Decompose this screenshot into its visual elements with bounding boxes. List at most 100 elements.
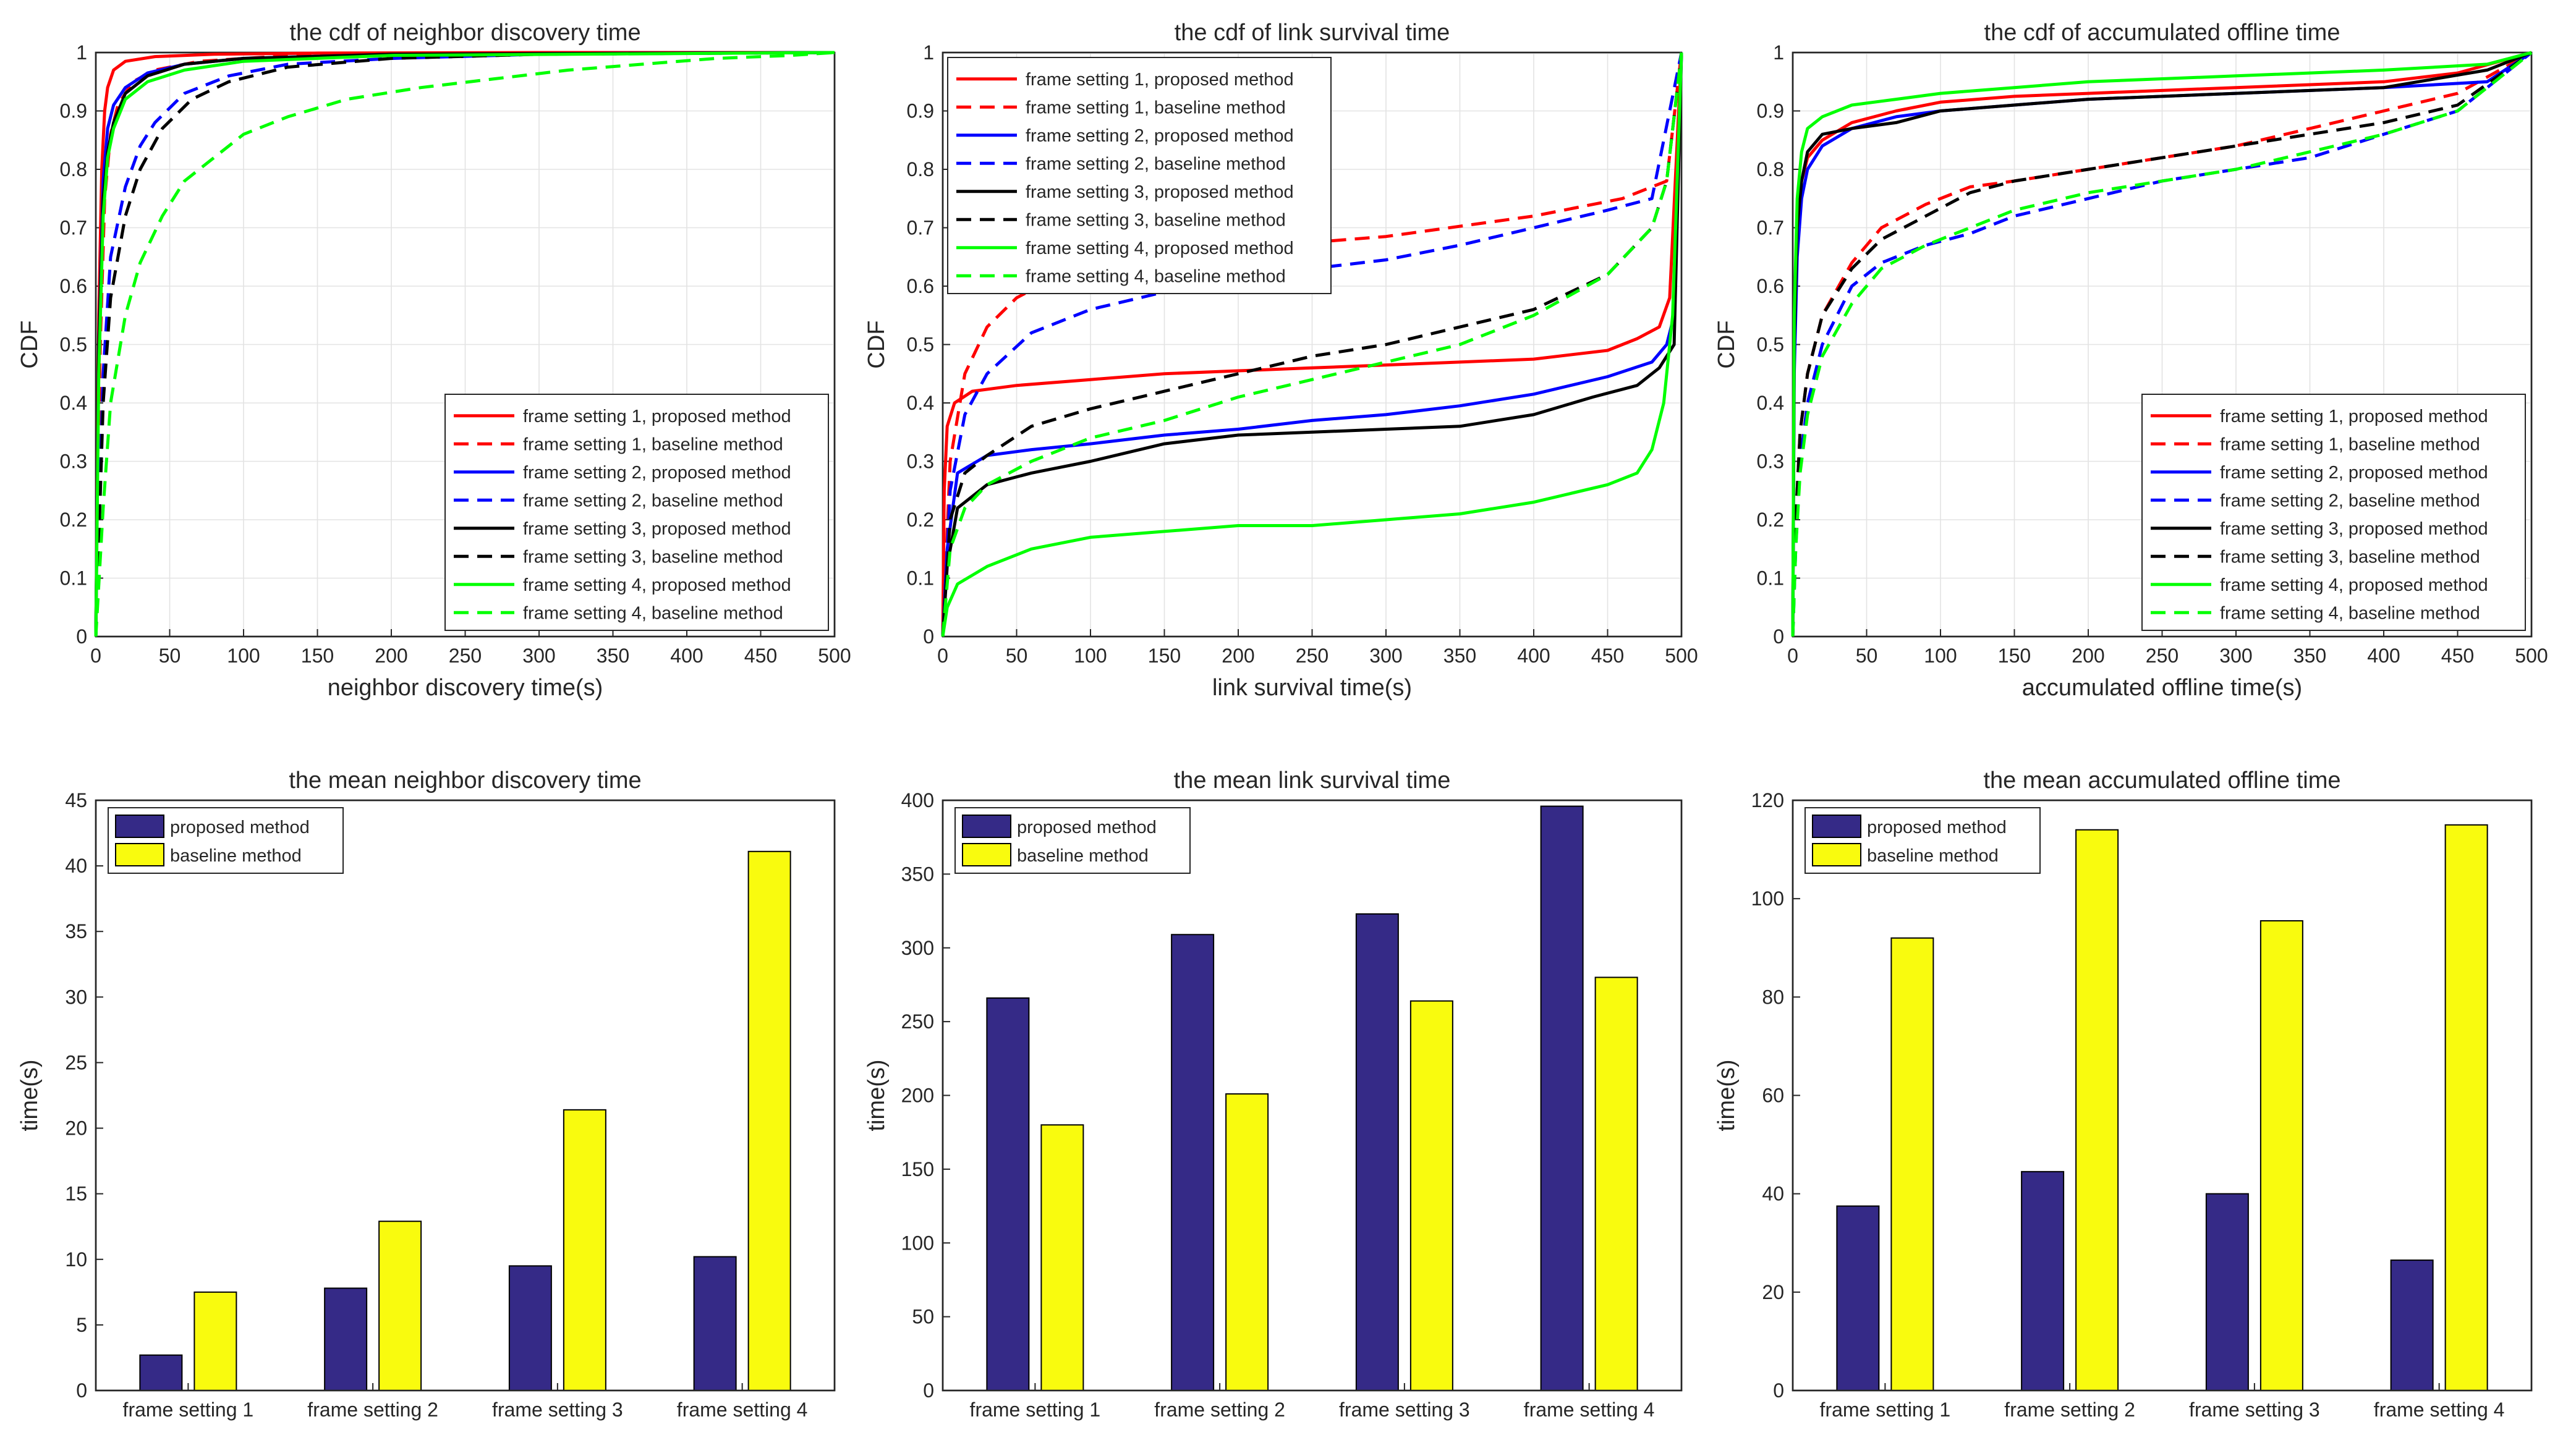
y-tick-label: 0.4 — [60, 392, 87, 414]
y-axis-label: CDF — [864, 320, 890, 368]
series-line-5 — [941, 52, 1683, 637]
x-tick-label: 250 — [2146, 645, 2179, 667]
x-tick-label: 100 — [227, 645, 260, 667]
y-tick-label: 0.1 — [907, 567, 934, 590]
x-tick-label: 400 — [2367, 645, 2400, 667]
series-line-5 — [1791, 51, 2532, 637]
bar-proposed-2 — [1171, 934, 1215, 1391]
y-tick-label: 300 — [901, 937, 934, 959]
x-tick-label: 50 — [159, 645, 181, 667]
series-line-6 — [1791, 51, 2533, 637]
y-tick-label: 1 — [1773, 41, 1784, 64]
y-tick-label: 0.5 — [1757, 334, 1784, 356]
x-tick-label: frame setting 2 — [307, 1399, 438, 1421]
x-tick-label: 100 — [1074, 645, 1107, 667]
y-tick-label: 40 — [1762, 1183, 1784, 1205]
bar-proposed-4 — [1540, 805, 1584, 1392]
y-tick-label: 0.3 — [60, 451, 87, 473]
legend-label: frame setting 1, proposed method — [1026, 70, 1294, 90]
x-tick-label: 50 — [1006, 645, 1028, 667]
series-line-8 — [941, 52, 1683, 637]
bar-baseline-2 — [378, 1221, 422, 1391]
chart-title: the mean accumulated offline time — [1983, 768, 2340, 794]
x-tick-label: 350 — [1443, 645, 1476, 667]
legend-label: frame setting 3, proposed method — [523, 519, 791, 539]
x-axis-label: link survival time(s) — [1212, 675, 1412, 701]
series-line-7 — [94, 51, 835, 637]
legend-box — [444, 394, 829, 631]
y-tick-label: 0.9 — [907, 100, 934, 122]
x-tick-label: 100 — [1924, 645, 1957, 667]
x-tick-label: 450 — [744, 645, 777, 667]
series-line-7 — [941, 52, 1683, 637]
legend-label: frame setting 4, baseline method — [1026, 266, 1286, 286]
x-tick-label: 350 — [2293, 645, 2326, 667]
legend-swatch — [115, 815, 164, 838]
x-tick-label: frame setting 2 — [2004, 1399, 2135, 1421]
bar-baseline-2 — [2075, 829, 2119, 1391]
x-tick-label: 150 — [301, 645, 334, 667]
x-tick-label: frame setting 4 — [2374, 1399, 2505, 1421]
legend-label: frame setting 2, baseline method — [523, 491, 783, 510]
legend-label: frame setting 4, proposed method — [2220, 575, 2488, 595]
bar-baseline-4 — [1594, 976, 1638, 1391]
chart-6: the mean accumulated offline time time(s)… — [1714, 768, 2533, 1421]
legend-swatch — [962, 815, 1011, 838]
y-tick-label: 0.7 — [907, 217, 934, 239]
y-tick-label: 200 — [901, 1085, 934, 1107]
y-tick-label: 0 — [923, 1379, 934, 1402]
y-tick-label: 0.5 — [907, 334, 934, 356]
y-tick-label: 0.4 — [907, 392, 934, 414]
chart-3: the cdf of accumulated offline time CDF 0 0… — [1714, 20, 2548, 701]
y-tick-label: 0.8 — [907, 158, 934, 180]
plot-border — [1792, 799, 2533, 1392]
chart-1: the cdf of neighbor discovery time CDF 0 0.… — [17, 20, 851, 701]
bar-proposed-1 — [139, 1354, 183, 1391]
series-line-1 — [941, 52, 1683, 637]
y-tick-label: 0.7 — [1757, 217, 1784, 239]
legend-label: frame setting 1, baseline method — [523, 434, 783, 454]
bar-proposed-2 — [2021, 1170, 2065, 1391]
y-tick-label: 100 — [1751, 887, 1784, 910]
y-tick-label: 0 — [923, 625, 934, 648]
legend-label: proposed method — [1867, 818, 2007, 837]
y-tick-label: 0.4 — [1757, 392, 1784, 414]
y-tick-label: 1 — [923, 41, 934, 64]
x-tick-label: frame setting 3 — [2189, 1399, 2320, 1421]
y-tick-label: 40 — [65, 855, 87, 877]
y-tick-label: 0.6 — [907, 275, 934, 297]
bar-proposed-1 — [1836, 1205, 1880, 1391]
bar-proposed-4 — [2390, 1259, 2434, 1391]
chart-title: the mean link survival time — [1174, 768, 1451, 794]
chart-title: the cdf of accumulated offline time — [1984, 20, 2340, 46]
y-tick-label: 0.6 — [1757, 275, 1784, 297]
x-tick-label: 500 — [2515, 645, 2548, 667]
legend-label: baseline method — [1867, 846, 1999, 866]
bar-baseline-1 — [1890, 937, 1934, 1392]
legend-swatch — [1812, 843, 1861, 866]
y-tick-label: 30 — [65, 986, 87, 1008]
legend-swatch — [962, 843, 1011, 866]
legend-label: frame setting 1, baseline method — [1026, 98, 1286, 117]
series-line-7 — [1791, 51, 2532, 637]
x-tick-label: 0 — [1787, 645, 1798, 667]
bar-baseline-2 — [1225, 1093, 1269, 1392]
legend-label: frame setting 2, proposed method — [1026, 126, 1294, 146]
bar-proposed-4 — [693, 1256, 737, 1391]
legend-label: frame setting 4, baseline method — [2220, 603, 2480, 623]
x-tick-label: 450 — [2441, 645, 2474, 667]
y-axis-label: CDF — [1714, 320, 1740, 368]
y-axis-label: CDF — [17, 320, 43, 368]
y-tick-label: 15 — [65, 1183, 87, 1205]
series-line-1 — [94, 51, 835, 637]
bar-proposed-2 — [324, 1287, 368, 1391]
x-tick-label: 400 — [670, 645, 703, 667]
y-tick-label: 100 — [901, 1232, 934, 1254]
y-tick-label: 0.6 — [60, 275, 87, 297]
x-tick-label: 150 — [1148, 645, 1181, 667]
legend: frame setting 1, proposed method frame se… — [2141, 394, 2526, 631]
bar-baseline-3 — [2259, 920, 2303, 1391]
x-tick-label: frame setting 3 — [1339, 1399, 1470, 1421]
y-tick-label: 250 — [901, 1010, 934, 1033]
